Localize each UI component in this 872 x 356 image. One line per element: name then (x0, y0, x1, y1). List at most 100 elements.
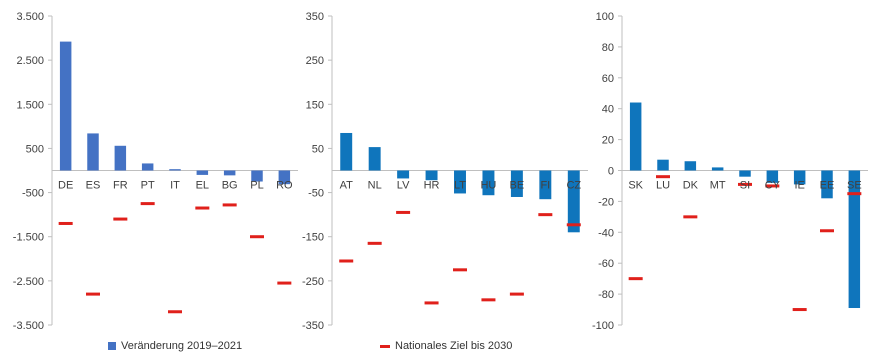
target-marker-lt (453, 268, 467, 272)
y-tick-label: 150 (306, 99, 324, 111)
bar-de (59, 41, 72, 171)
bar-at (340, 132, 353, 171)
bar-cz (567, 170, 580, 233)
bar-sk (629, 102, 642, 171)
y-tick-label: 500 (26, 143, 44, 155)
x-tick-label: LU (656, 180, 670, 192)
chart-panel-1: 3.500 2.500 1.500 500 -500 -1.500 -2.500 -3.500… (13, 11, 298, 332)
y-tick-label: 100 (596, 11, 614, 23)
bar-fr (114, 145, 127, 171)
bar-ee (821, 170, 833, 199)
target-marker-se (847, 192, 862, 196)
target-marker-ie (792, 308, 807, 312)
target-marker-lv (396, 210, 411, 214)
target-marker-dk (683, 215, 698, 219)
bar-pl (251, 170, 263, 182)
target-marker-bg (222, 203, 237, 207)
y-tick-label: -500 (22, 188, 44, 200)
target-marker-ro (277, 281, 292, 285)
x-tick-label: HU (480, 180, 496, 192)
x-tick-label: CZ (566, 180, 581, 192)
chart-panel-2: 350 250 150 50 -50 -150 -250 -350 AT NL LV HR LT HU BE… (302, 11, 588, 332)
legend-target-swatch (380, 344, 390, 348)
legend-bar: Veränderung 2019–2021 (108, 340, 242, 352)
target-marker-fr (113, 217, 128, 221)
x-tick-label: LV (397, 180, 410, 192)
legend-target-label: Nationales Ziel bis 2030 (395, 340, 513, 352)
legend-bar-label: Veränderung 2019–2021 (121, 340, 243, 352)
target-marker-at (339, 259, 354, 263)
x-tick-label: SE (847, 180, 862, 192)
target-marker-it (168, 310, 182, 314)
target-marker-lu (656, 175, 670, 179)
target-marker-hu (481, 298, 496, 302)
target-marker-ee (820, 229, 834, 233)
y-tick-label: 3.500 (16, 11, 44, 23)
x-tick-label: EE (820, 180, 835, 192)
bar-fi (539, 170, 552, 200)
bar-mt (711, 167, 724, 171)
x-tick-label: SK (628, 180, 643, 192)
bar-lt (454, 170, 466, 194)
charts-canvas: 3.5002.5001.500500-500-1.500-2.500-3.500… (13, 11, 868, 332)
bar-lv (397, 170, 410, 179)
x-tick-label: SI (740, 180, 750, 192)
legend-bar-swatch (108, 342, 116, 350)
y-tick-label: -150 (302, 232, 324, 244)
x-tick-label: PL (250, 180, 263, 192)
y-tick-label: 50 (312, 143, 324, 155)
y-tick-label: 250 (306, 55, 324, 67)
x-tick-label: NL (368, 180, 382, 192)
x-tick-label: BG (222, 180, 238, 192)
bar-hu (482, 170, 495, 196)
y-tick-label: 350 (306, 11, 324, 23)
x-tick-label: IT (170, 180, 180, 192)
bar-se (848, 170, 861, 309)
y-tick-label: 40 (602, 104, 614, 116)
y-tick-label: 20 (602, 135, 614, 147)
y-tick-label: -1.500 (13, 232, 44, 244)
y-tick-label: 1.500 (16, 99, 44, 111)
x-tick-label: CY (765, 180, 781, 192)
y-tick-label: 80 (602, 42, 614, 54)
bar-nl (368, 147, 381, 171)
y-tick-label: -50 (308, 188, 324, 200)
bar-ro (278, 170, 291, 185)
target-marker-sk (628, 277, 643, 281)
target-marker-el (195, 206, 210, 210)
x-tick-label: DE (58, 180, 73, 192)
x-tick-label: MT (710, 180, 726, 192)
x-tick-label: FI (540, 180, 550, 192)
y-tick-label: -3.500 (13, 320, 44, 332)
x-tick-label: IE (794, 180, 804, 192)
target-marker-fi (538, 213, 553, 217)
bar-it (169, 169, 181, 171)
bar-be (510, 170, 523, 197)
bar-ie (793, 170, 806, 185)
bar-bg (223, 170, 236, 176)
x-tick-label: EL (196, 180, 209, 192)
y-tick-label: -2.500 (13, 276, 44, 288)
target-marker-pl (250, 235, 264, 239)
y-tick-label: 60 (602, 73, 614, 85)
target-marker-de (58, 221, 73, 225)
target-marker-si (738, 182, 752, 186)
legend-target: Nationales Ziel bis 2030 (380, 340, 512, 352)
x-tick-label: ES (86, 180, 101, 192)
x-tick-label: RO (276, 180, 293, 192)
target-marker-cy (765, 184, 780, 188)
y-tick-label: 0 (608, 166, 614, 178)
bar-cy (766, 170, 779, 183)
bar-dk (684, 161, 697, 171)
x-tick-label: BE (510, 180, 525, 192)
x-tick-label: HR (424, 180, 440, 192)
x-tick-label: FR (113, 180, 128, 192)
bar-el (196, 170, 209, 175)
x-tick-label: LT (454, 180, 466, 192)
y-tick-label: -40 (598, 227, 614, 239)
target-marker-nl (367, 241, 382, 245)
target-marker-pt (140, 202, 155, 206)
target-marker-hr (424, 301, 439, 305)
bar-si (739, 170, 751, 177)
bar-lu (657, 159, 669, 171)
